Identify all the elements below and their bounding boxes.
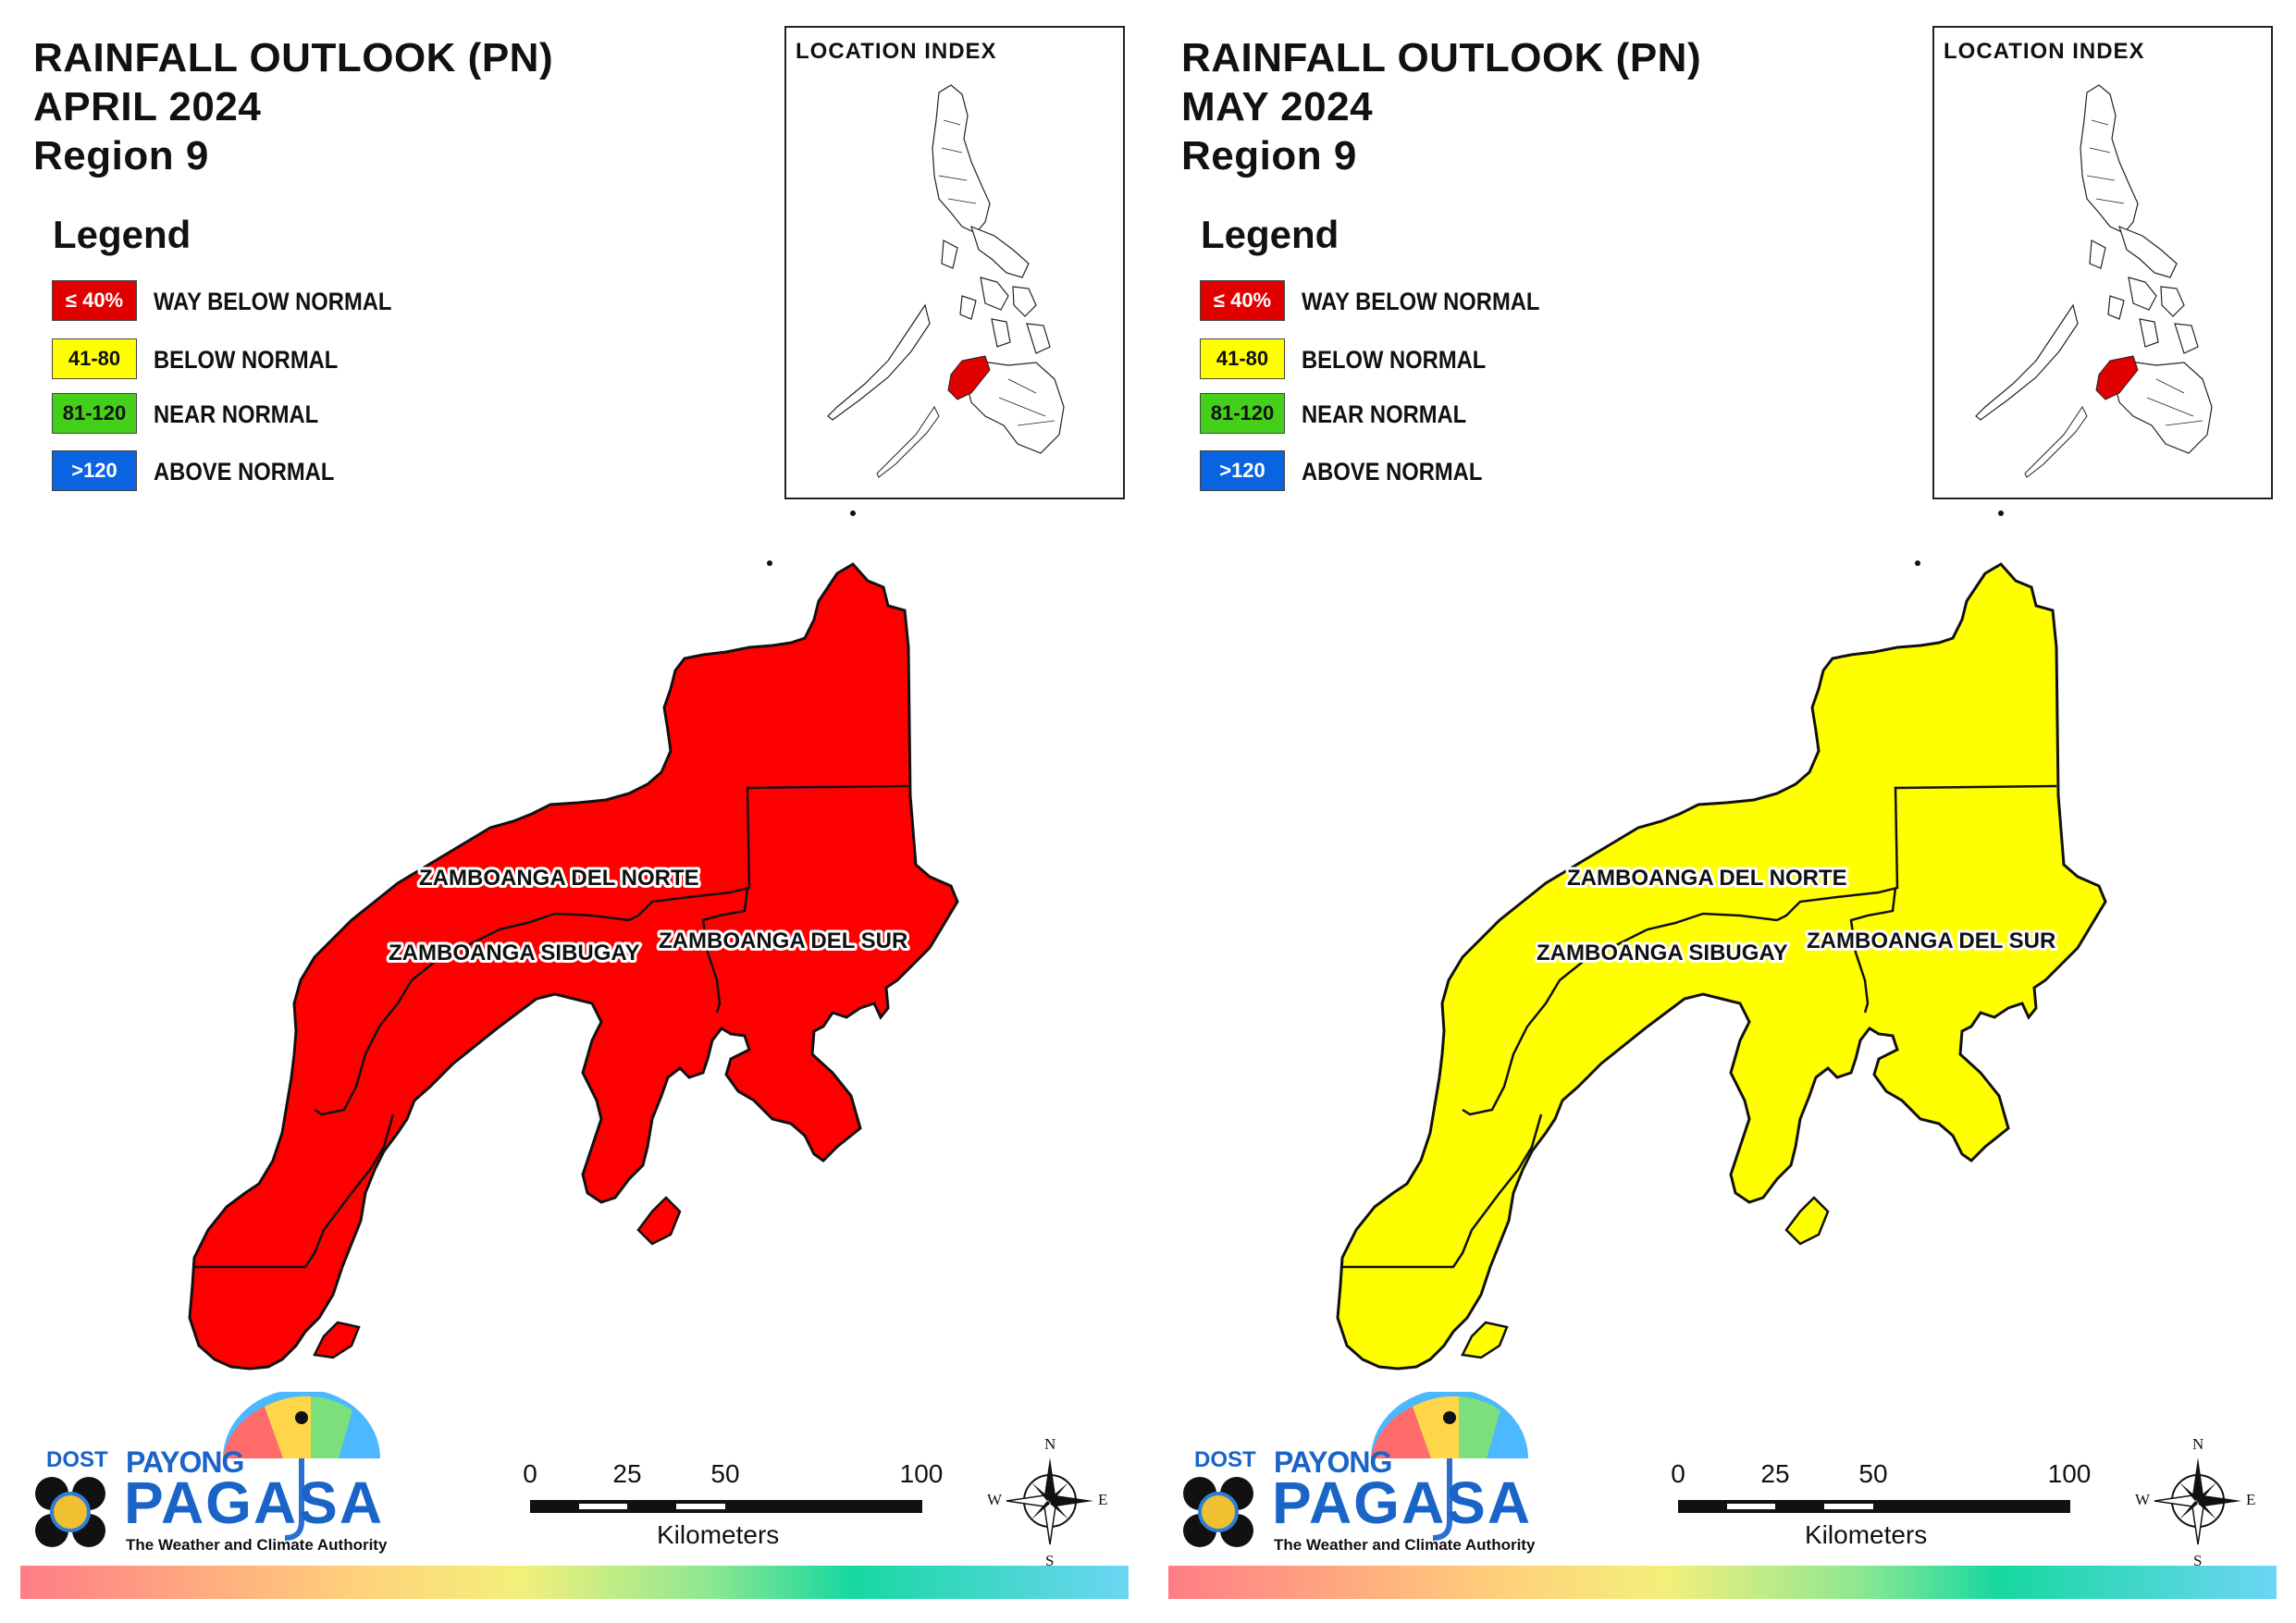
legend-label: NEAR NORMAL (1302, 400, 1467, 428)
legend-label: WAY BELOW NORMAL (1302, 288, 1540, 315)
logo-dost-text: DOST (1194, 1447, 1256, 1472)
compass-e: E (1098, 1491, 1108, 1508)
location-index: LOCATION INDEX (1932, 26, 2273, 499)
legend-swatch: >120 (1200, 450, 1285, 491)
map-title: RAINFALL OUTLOOK (PN) APRIL 2024 Region … (33, 33, 553, 180)
title-line-3: Region 9 (1181, 133, 1357, 178)
scale-bar: 0 25 50 100 Kilometers (518, 1459, 944, 1549)
legend-swatch: 81-120 (1200, 393, 1285, 434)
location-index-title: LOCATION INDEX (1944, 39, 2145, 64)
logo-payong-text: PAYONG (126, 1445, 244, 1479)
legend-title: Legend (1201, 213, 1339, 256)
region-9-map: ZAMBOANGA DEL NORTE ZAMBOANGA SIBUGAY ZA… (1336, 510, 2107, 1371)
province-label-zamboanga-sibugay: ZAMBOANGA SIBUGAY (389, 941, 640, 965)
scale-tick-label: 0 (523, 1459, 537, 1488)
footer-gradient-bar (1168, 1566, 2277, 1599)
logo-payong-text: PAYONG (1274, 1445, 1392, 1479)
legend-swatch: ≤ 40% (52, 280, 137, 321)
region-9-map: ZAMBOANGA DEL NORTE ZAMBOANGA SIBUGAY ZA… (188, 510, 959, 1371)
province-label-zamboanga-del-sur: ZAMBOANGA DEL SUR (1807, 928, 2055, 953)
legend-label: BELOW NORMAL (1302, 346, 1487, 374)
philippines-outline-map (1975, 84, 2213, 478)
legend-label: ABOVE NORMAL (1302, 458, 1483, 486)
legend-label: WAY BELOW NORMAL (154, 288, 392, 315)
logo-tagline: The Weather and Climate Authority (126, 1536, 388, 1554)
title-line-1: RAINFALL OUTLOOK (PN) (33, 35, 554, 80)
legend-label: ABOVE NORMAL (154, 458, 335, 486)
compass-s: S (1045, 1552, 1055, 1569)
outlook-panel-april: RAINFALL OUTLOOK (PN) APRIL 2024 Region … (20, 26, 1129, 1599)
legend-swatch: 81-120 (52, 393, 137, 434)
logo-dost-text: DOST (46, 1447, 108, 1472)
scale-unit: Kilometers (657, 1520, 780, 1549)
compass-rose-icon (1006, 1457, 1093, 1545)
compass-w: W (2135, 1491, 2151, 1508)
title-line-2: MAY 2024 (1181, 84, 1374, 129)
scale-tick-label: 50 (710, 1459, 740, 1488)
location-index-title: LOCATION INDEX (796, 39, 997, 64)
map-title: RAINFALL OUTLOOK (PN) MAY 2024 Region 9 (1181, 33, 1701, 180)
province-label-zamboanga-del-norte: ZAMBOANGA DEL NORTE (419, 866, 699, 891)
compass-n: N (1044, 1435, 1056, 1453)
region-9-shape (1336, 562, 2107, 1371)
scale-unit: Kilometers (1805, 1520, 1928, 1549)
payong-pagasa-logo: DOST PAYONG PAGASA The Weather and Clima… (1181, 1392, 1551, 1563)
north-arrow: N S W E (2135, 1435, 2256, 1569)
region-9-shape (188, 562, 959, 1371)
scale-tick-label: 100 (899, 1459, 944, 1488)
scale-tick-label: 100 (2047, 1459, 2092, 1488)
location-index: LOCATION INDEX (784, 26, 1125, 499)
outlook-panel-may: RAINFALL OUTLOOK (PN) MAY 2024 Region 9 … (1148, 0, 2296, 1623)
compass-n: N (2192, 1435, 2204, 1453)
legend-swatch: 41-80 (52, 338, 137, 379)
scale-tick-label: 50 (1858, 1459, 1888, 1488)
scale-tick-label: 25 (1760, 1459, 1790, 1488)
umbrella-logo-icon (35, 1392, 380, 1547)
logo-pagasa-text: PAGASA (124, 1469, 385, 1536)
logo-pagasa-text: PAGASA (1272, 1469, 1533, 1536)
legend-swatch: 41-80 (1200, 338, 1285, 379)
philippines-outline-map (827, 84, 1065, 478)
scale-tick-label: 25 (612, 1459, 642, 1488)
province-label-zamboanga-del-sur: ZAMBOANGA DEL SUR (659, 928, 907, 953)
title-line-1: RAINFALL OUTLOOK (PN) (1181, 35, 1702, 80)
north-arrow: N S W E (987, 1435, 1108, 1569)
scale-bar-graphic (1678, 1500, 2070, 1513)
scale-tick-label: 0 (1671, 1459, 1685, 1488)
legend-label: NEAR NORMAL (154, 400, 319, 428)
scale-bar: 0 25 50 100 Kilometers (1666, 1459, 2092, 1549)
legend-swatch: ≤ 40% (1200, 280, 1285, 321)
payong-pagasa-logo: DOST PAYONG PAGASA The Weather and Clima… (33, 1392, 403, 1563)
compass-rose-icon (2154, 1457, 2241, 1545)
compass-e: E (2246, 1491, 2256, 1508)
legend-title: Legend (53, 213, 191, 256)
legend-swatch: >120 (52, 450, 137, 491)
title-line-3: Region 9 (33, 133, 209, 178)
title-line-2: APRIL 2024 (33, 84, 262, 129)
legend-label: BELOW NORMAL (154, 346, 339, 374)
province-label-zamboanga-sibugay: ZAMBOANGA SIBUGAY (1537, 941, 1788, 965)
compass-s: S (2193, 1552, 2203, 1569)
scale-bar-graphic (530, 1500, 922, 1513)
footer-gradient-bar (20, 1566, 1129, 1599)
compass-w: W (987, 1491, 1003, 1508)
logo-tagline: The Weather and Climate Authority (1274, 1536, 1536, 1554)
province-label-zamboanga-del-norte: ZAMBOANGA DEL NORTE (1567, 866, 1847, 891)
umbrella-logo-icon (1183, 1392, 1528, 1547)
